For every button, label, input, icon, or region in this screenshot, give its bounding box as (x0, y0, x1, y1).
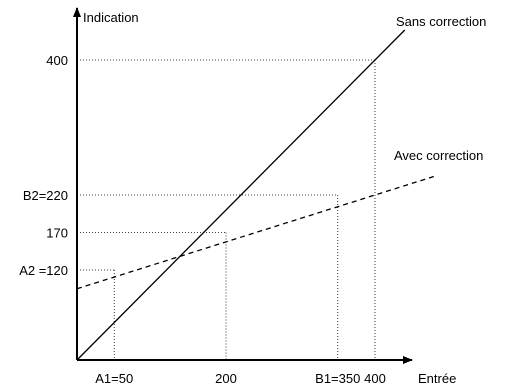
series-label-avec-correction: Avec correction (394, 148, 483, 163)
x-tick-label: B1=350 (315, 371, 360, 386)
y-tick-label: 170 (46, 226, 68, 241)
y-tick-label: 400 (46, 53, 68, 68)
series-label-sans-correction: Sans correction (396, 14, 486, 29)
tick-labels: A1=50 200 B1=350 400 A2 =120 170 B2=220 400 (19, 53, 386, 386)
x-tick-label: 200 (215, 371, 237, 386)
series-lines (76, 29, 435, 361)
y-axis-label: Indication (83, 10, 139, 25)
y-tick-label: A2 =120 (19, 263, 68, 278)
series-line-sans-correction (76, 29, 406, 361)
series-labels: Sans correction Avec correction (394, 14, 486, 163)
y-tick-label: B2=220 (23, 188, 68, 203)
x-axis-label: Entrée (418, 371, 456, 386)
x-tick-label: A1=50 (95, 371, 133, 386)
x-tick-label: 400 (364, 371, 386, 386)
series-line-avec-correction (76, 175, 435, 290)
guide-lines (77, 59, 376, 360)
